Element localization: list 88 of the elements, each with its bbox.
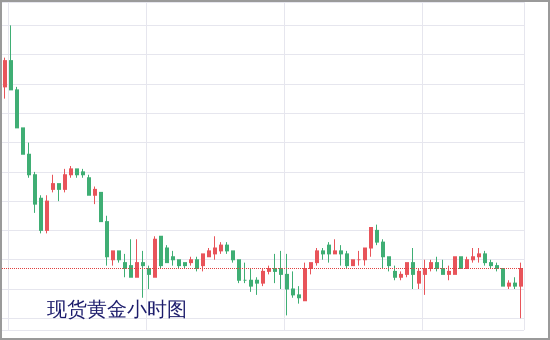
candlestick	[51, 174, 55, 193]
candlestick	[507, 280, 511, 290]
candlestick	[3, 57, 7, 100]
candlestick	[453, 256, 457, 275]
candlestick	[303, 262, 307, 302]
candlestick	[135, 238, 139, 278]
candlestick	[279, 250, 283, 290]
candlestick	[399, 270, 403, 281]
candlestick	[237, 259, 241, 284]
candlestick	[387, 256, 391, 272]
candlestick	[315, 248, 319, 266]
candlestick	[201, 253, 205, 272]
candlestick	[243, 262, 247, 284]
candlestick	[417, 268, 421, 290]
candlestick	[327, 242, 331, 264]
candlestick	[465, 256, 469, 269]
candlestick	[297, 286, 301, 304]
candlestick	[159, 236, 163, 269]
candlestick	[363, 248, 367, 266]
candlestick	[111, 250, 115, 266]
candlestick	[513, 276, 517, 290]
candlestick	[423, 259, 427, 296]
candlestick	[495, 262, 499, 272]
candlestick	[261, 268, 265, 287]
candlestick	[345, 250, 349, 269]
candlestick	[195, 256, 199, 272]
candlestick	[285, 253, 289, 316]
candlestick	[273, 253, 277, 284]
candlestick	[153, 236, 157, 278]
candlestick	[117, 250, 121, 264]
candlestick	[267, 265, 271, 275]
candlestick	[147, 265, 151, 290]
candlestick	[9, 24, 13, 90]
candlestick	[123, 253, 127, 278]
candlestick	[177, 259, 181, 269]
candlestick	[483, 250, 487, 266]
candlestick	[357, 250, 361, 266]
candlestick	[219, 242, 223, 254]
candlestick	[15, 86, 19, 128]
candlestick	[411, 248, 415, 290]
candlestick	[183, 262, 187, 269]
candlestick	[321, 248, 325, 260]
candlestick	[63, 168, 67, 193]
candlestick	[33, 171, 37, 214]
candlestick	[165, 244, 169, 264]
candlestick	[519, 262, 523, 319]
candlestick	[27, 142, 31, 178]
candlestick	[501, 268, 505, 287]
candlestick	[45, 194, 49, 234]
candlestick	[189, 256, 193, 266]
candlestick	[447, 265, 451, 281]
candlestick	[141, 250, 145, 298]
candlestick	[393, 265, 397, 281]
candlestick	[93, 186, 97, 205]
candlestick	[81, 168, 85, 178]
candlestick	[477, 248, 481, 264]
candlestick	[471, 248, 475, 264]
text: 现货黄金小时图	[47, 297, 187, 321]
candlestick	[405, 262, 409, 278]
candlestick	[291, 270, 295, 298]
candlestick	[231, 250, 235, 264]
candlestick	[459, 256, 463, 269]
candlestick	[333, 238, 337, 254]
candlestick	[225, 242, 229, 254]
candlestick	[39, 194, 43, 234]
candlestick	[351, 259, 355, 266]
candlestick	[381, 238, 385, 269]
candlestick	[87, 174, 91, 196]
candlestick	[99, 192, 103, 222]
candlestick	[207, 248, 211, 258]
candlestick	[213, 236, 217, 260]
candlestick	[309, 262, 313, 275]
candlestick	[75, 168, 79, 178]
candlestick	[435, 256, 439, 272]
candlestick	[21, 127, 25, 155]
candlestick	[69, 166, 73, 178]
candlestick	[129, 238, 133, 278]
candlestick	[249, 268, 253, 292]
candlestick	[429, 259, 433, 272]
candlestick	[171, 250, 175, 266]
candlestick	[339, 244, 343, 266]
candlestick	[369, 227, 373, 258]
candlestick	[489, 259, 493, 269]
candlestick	[57, 183, 61, 202]
candlestick	[375, 224, 379, 246]
candlestick	[255, 276, 259, 296]
candlestick	[105, 215, 109, 266]
candlestick	[441, 259, 445, 275]
